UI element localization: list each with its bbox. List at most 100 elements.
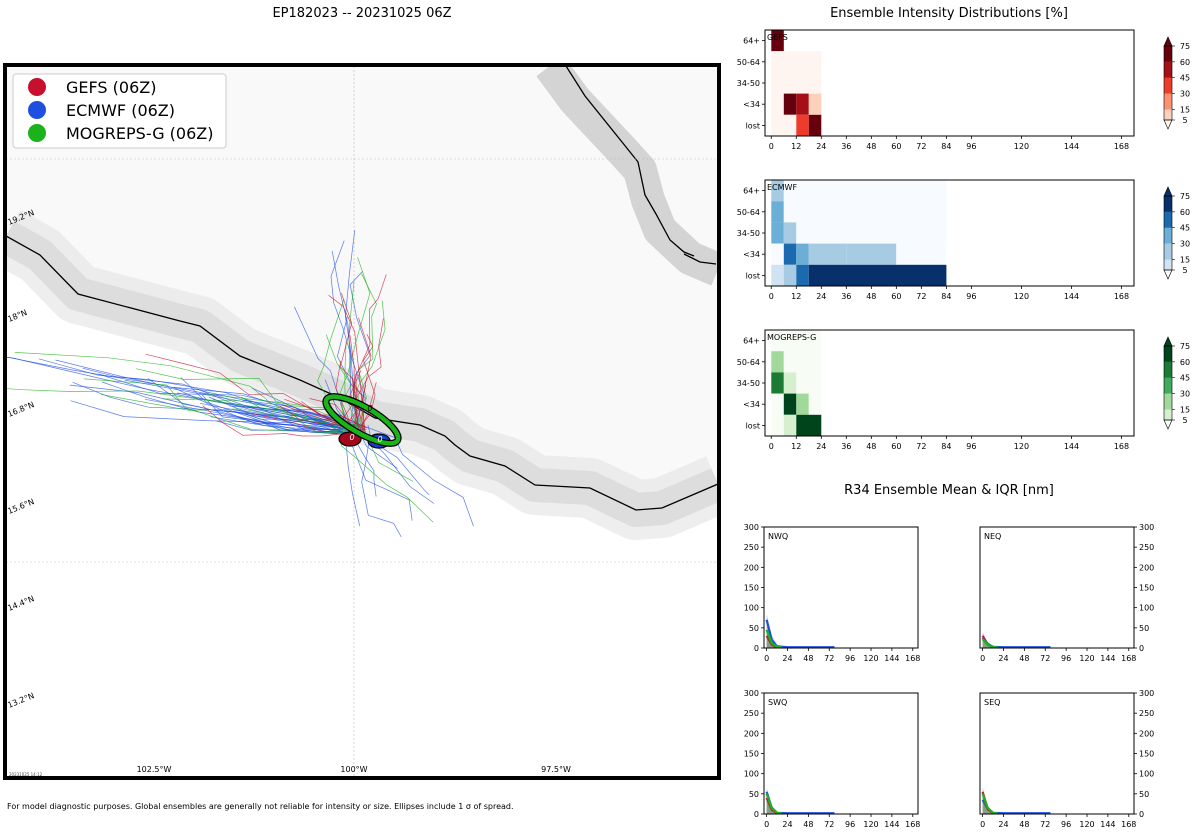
x-tick-label: 24 xyxy=(816,142,826,151)
map-legend: GEFS (06Z) ECMWF (06Z) MOGREPS-G (06Z) xyxy=(12,73,227,149)
y-tick-label: <34 xyxy=(743,100,760,109)
heatmap-cell xyxy=(771,201,784,223)
colorbar-tick-label: 75 xyxy=(1180,192,1190,201)
y-tick-label: 250 xyxy=(744,543,759,552)
heatmap-cell xyxy=(896,243,947,265)
y-tick-label: 150 xyxy=(1139,584,1154,593)
x-tick-label: 168 xyxy=(905,820,920,829)
colorbar-tick-label: 45 xyxy=(1180,74,1190,83)
colorbar-segment xyxy=(1164,61,1172,78)
x-tick-label: 168 xyxy=(1121,654,1136,663)
x-tick-label: 0 xyxy=(769,442,774,451)
colorbar-tick-label: 60 xyxy=(1180,58,1190,67)
y-tick-label: 50 xyxy=(749,790,759,799)
x-tick-label: 72 xyxy=(916,292,926,301)
ensemble-track xyxy=(356,334,376,431)
y-tick-label: lost xyxy=(746,121,760,130)
map-frame xyxy=(3,63,721,780)
x-tick-label: 84 xyxy=(941,292,951,301)
heatmap-cell xyxy=(771,72,822,94)
heatmap-cell xyxy=(796,114,809,136)
ensemble-track xyxy=(82,367,363,431)
r34-iqr-ecmwf xyxy=(982,795,1051,814)
y-tick-label: 0 xyxy=(754,810,759,819)
intensity-panel-mogreps-g: MOGREPS-G 64+ 50-64 34-50 <34 lost 0 12 24 36 48 60… xyxy=(737,329,1190,451)
y-tick-label: 100 xyxy=(744,770,759,779)
heatmap-cell xyxy=(808,114,822,136)
heatmap-cell xyxy=(771,264,784,286)
colorbar-segment xyxy=(1164,227,1172,244)
coastline xyxy=(6,235,718,511)
x-tick-label: 12 xyxy=(791,442,801,451)
ensemble-track xyxy=(345,281,361,429)
legend-label: GEFS (06Z) xyxy=(66,78,156,97)
r34-iqr-mogreps-g xyxy=(982,790,999,814)
x-tick-label: 48 xyxy=(1019,820,1029,829)
x-tick-label: 144 xyxy=(1100,820,1115,829)
x-tick-label: 144 xyxy=(884,820,899,829)
ensemble-track xyxy=(350,300,386,427)
y-tick-label: 300 xyxy=(744,689,759,698)
colorbar-tick-label: 45 xyxy=(1180,374,1190,383)
x-tick-label: 48 xyxy=(803,654,813,663)
r34-iqr-gefs xyxy=(766,631,778,648)
x-tick-label: 0 xyxy=(980,820,985,829)
x-tick-label: 168 xyxy=(1114,292,1129,301)
ensemble-track xyxy=(101,394,363,428)
ensemble-track xyxy=(199,402,341,429)
colorbar-extend-bottom xyxy=(1163,269,1173,280)
legend-marker-gefs xyxy=(28,78,46,96)
ensemble-track xyxy=(6,388,353,427)
y-tick-label: 200 xyxy=(744,729,759,738)
y-tick-label: <34 xyxy=(743,250,760,259)
heatmap-cell xyxy=(771,93,784,115)
x-tick-label: 24 xyxy=(816,442,826,451)
x-tick-label: 48 xyxy=(866,142,876,151)
lon-label: 102.5°W xyxy=(137,765,172,774)
ensemble-track xyxy=(349,335,365,435)
colorbar-segment xyxy=(1164,243,1172,260)
colorbar-tick-label: 75 xyxy=(1180,42,1190,51)
heatmap-cell xyxy=(783,414,797,436)
legend-box xyxy=(12,73,227,149)
x-tick-label: 60 xyxy=(891,442,901,451)
ensemble-track xyxy=(14,352,355,433)
ellipse-label: 0 xyxy=(349,433,354,442)
panel-label: SEQ xyxy=(984,698,1000,707)
heatmap-cell xyxy=(771,393,784,415)
colorbar-tick-label: 15 xyxy=(1180,105,1190,114)
r34-mean-mogreps-g xyxy=(981,638,999,649)
y-tick-label: 64+ xyxy=(743,337,760,346)
x-tick-label: 72 xyxy=(824,654,834,663)
colorbar-segment xyxy=(1164,259,1172,270)
r34-mean-mogreps-g xyxy=(765,629,783,649)
colorbar-tick-label: 5 xyxy=(1182,116,1187,125)
ensemble-track xyxy=(6,356,341,429)
timestamp: 20231025 14:12 xyxy=(9,772,43,777)
ensemble-track xyxy=(356,273,377,435)
y-tick-label: lost xyxy=(746,421,760,430)
ensemble-track xyxy=(362,425,474,527)
r34-mean-mogreps-g xyxy=(981,793,999,815)
x-tick-label: 60 xyxy=(891,142,901,151)
y-tick-label: 0 xyxy=(1139,810,1144,819)
x-tick-label: 84 xyxy=(941,442,951,451)
heatmap-cell xyxy=(796,243,809,265)
x-tick-label: 72 xyxy=(1040,820,1050,829)
y-tick-label: 50-64 xyxy=(737,358,760,367)
y-tick-label: 200 xyxy=(1139,563,1154,572)
intensity-panel-ecmwf: ECMWF 64+ 50-64 34-50 <34 lost 0 12 24 36 48 60 72 84… xyxy=(737,179,1190,301)
x-tick-label: 72 xyxy=(1040,654,1050,663)
y-tick-label: 0 xyxy=(1139,644,1144,653)
ensemble-track xyxy=(229,405,365,427)
colorbar-frame xyxy=(1163,45,1173,121)
heatmap-cell xyxy=(771,243,784,265)
heatmap-cell xyxy=(771,180,784,202)
x-tick-label: 144 xyxy=(1100,654,1115,663)
colorbar-extend-top xyxy=(1163,336,1173,347)
heatmap-cell xyxy=(783,351,822,373)
x-tick-label: 12 xyxy=(791,292,801,301)
y-tick-label: 50 xyxy=(1139,790,1149,799)
r34-title: R34 Ensemble Mean & IQR [nm] xyxy=(844,483,1054,498)
x-tick-label: 96 xyxy=(1061,820,1071,829)
